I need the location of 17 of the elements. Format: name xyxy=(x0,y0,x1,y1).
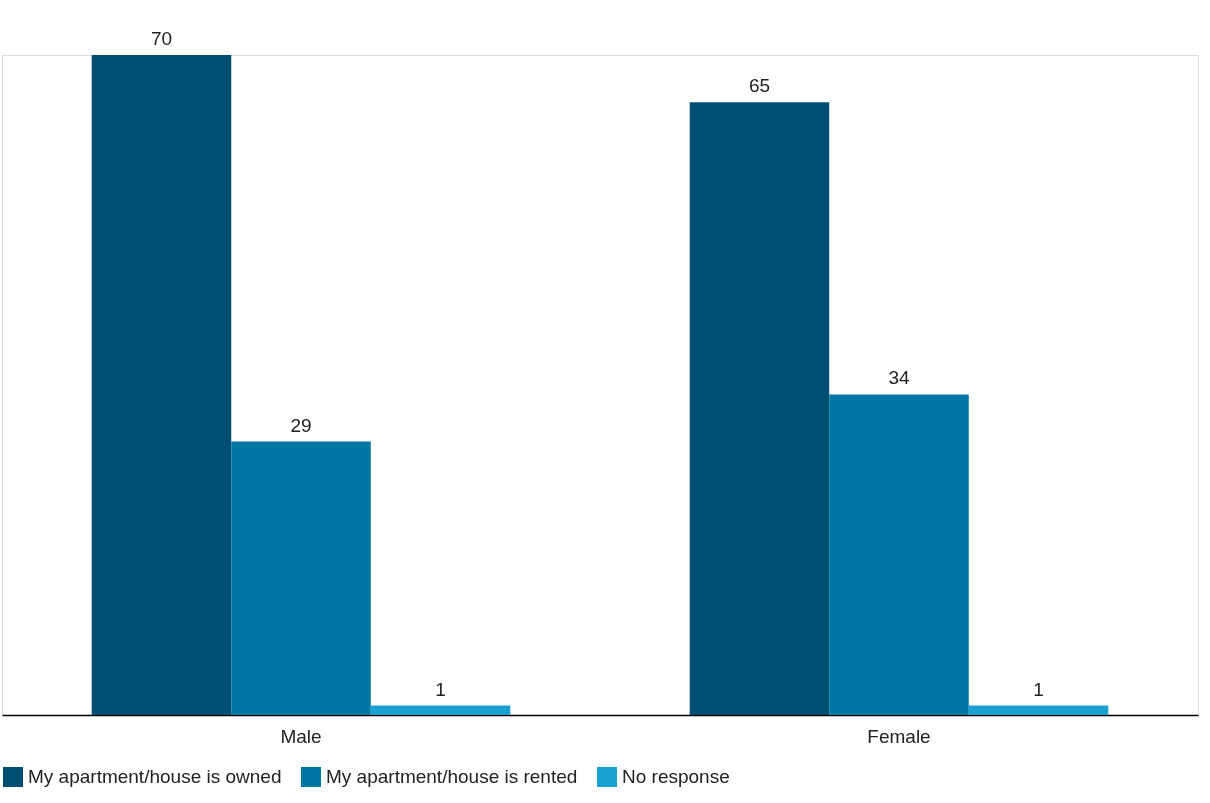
data-label: 29 xyxy=(290,414,312,436)
data-label: 1 xyxy=(435,678,446,700)
bar xyxy=(689,102,830,715)
legend-label: My apartment/house is owned xyxy=(28,766,282,787)
data-label: 1 xyxy=(1033,678,1044,700)
bar xyxy=(829,394,969,715)
bar xyxy=(968,705,1109,715)
data-label: 65 xyxy=(748,75,771,97)
x-tick-label: Male xyxy=(280,725,322,747)
legend-label: My apartment/house is rented xyxy=(326,766,578,787)
legend-label: No response xyxy=(622,766,730,787)
data-label: 70 xyxy=(150,28,173,49)
x-tick-label: Female xyxy=(867,725,931,747)
bar xyxy=(91,55,232,715)
data-label: 34 xyxy=(888,367,910,389)
bar xyxy=(370,705,511,715)
bar xyxy=(231,441,371,715)
